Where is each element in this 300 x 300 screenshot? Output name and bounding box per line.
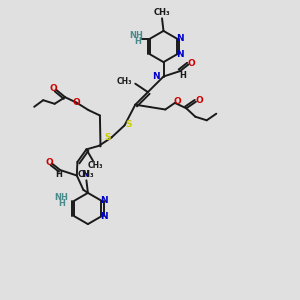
Text: S: S: [125, 120, 132, 129]
Text: O: O: [73, 98, 80, 107]
Text: H: H: [179, 71, 186, 80]
Text: CH₃: CH₃: [154, 8, 170, 17]
Text: H: H: [55, 170, 62, 179]
Text: N: N: [100, 212, 108, 221]
Text: O: O: [195, 96, 203, 105]
Text: N: N: [152, 72, 160, 81]
Text: CH₃: CH₃: [88, 160, 103, 169]
Text: O: O: [188, 59, 195, 68]
Text: O: O: [173, 97, 181, 106]
Text: NH: NH: [129, 31, 143, 40]
Text: N: N: [176, 50, 184, 59]
Text: CH₃: CH₃: [116, 77, 132, 86]
Text: O: O: [45, 158, 53, 167]
Text: H: H: [58, 199, 65, 208]
Text: NH: NH: [54, 193, 68, 202]
Text: S: S: [104, 134, 111, 142]
Text: H: H: [134, 37, 141, 46]
Text: CH₃: CH₃: [78, 170, 95, 179]
Text: N: N: [81, 170, 88, 179]
Text: O: O: [49, 84, 57, 93]
Text: N: N: [176, 34, 184, 43]
Text: N: N: [100, 196, 108, 205]
